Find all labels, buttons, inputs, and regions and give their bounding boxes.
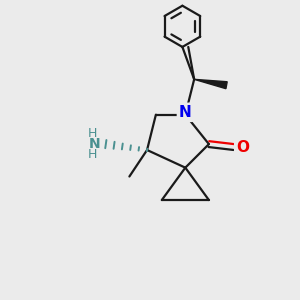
Text: N: N [89,137,100,151]
Text: H: H [88,148,97,161]
Text: H: H [88,127,97,140]
Text: N: N [179,105,192,120]
Text: O: O [236,140,249,154]
Polygon shape [194,79,227,89]
